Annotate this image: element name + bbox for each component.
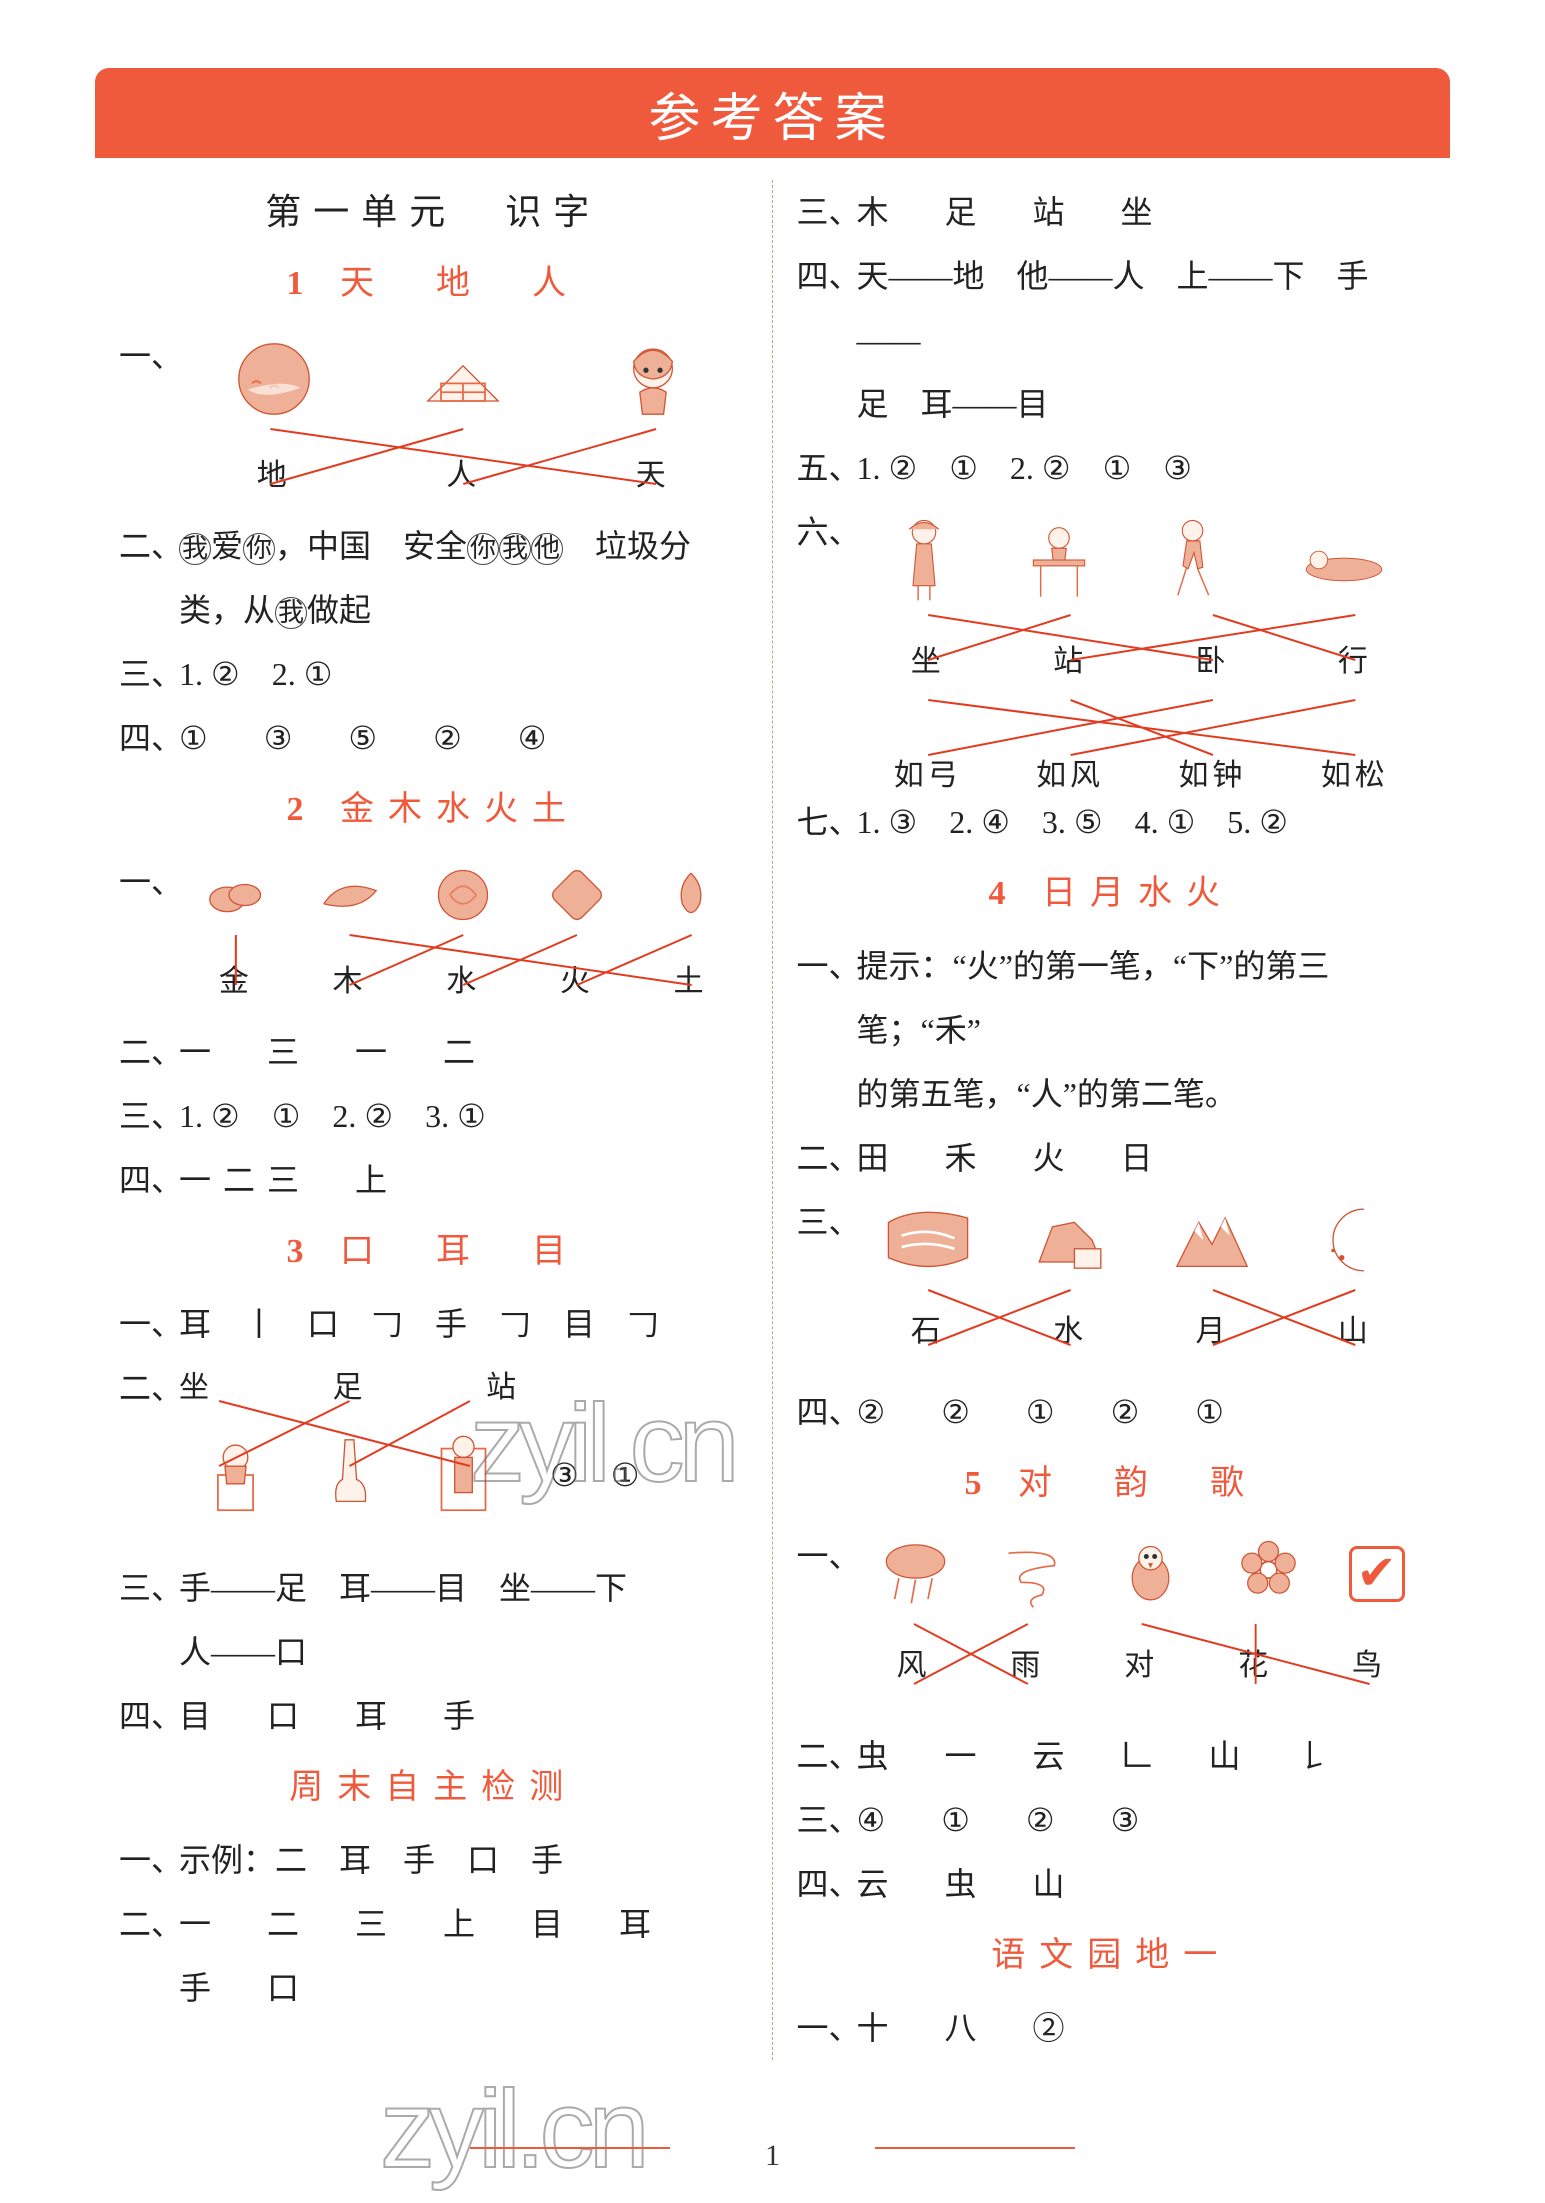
l5-q2: 二、虫 一 云 𠃊 山 𠄌 — [797, 1724, 1427, 1788]
l1-q1-lbl-2: 天 — [636, 444, 670, 508]
desk-sit-icon — [1014, 515, 1104, 605]
river-icon — [883, 1195, 973, 1285]
flower-icon — [1231, 1534, 1306, 1614]
wood-icon — [315, 860, 385, 930]
l2-q1: 一、 金 木 水 火 土 — [119, 850, 748, 1020]
page-number: 1 — [0, 2139, 1545, 2173]
l1-q1: 一、 地 人 天 — [119, 324, 748, 514]
tornado-icon — [996, 1534, 1071, 1614]
label-q1: 一、 — [119, 324, 179, 388]
lesson4-title: 4 日月水火 — [797, 862, 1427, 926]
l2-q2: 二、一 三 一 二 — [119, 1020, 748, 1084]
l1-q1-diagram: 地 人 天 — [179, 324, 748, 514]
left-column: 第一单元 识字 1 天 地 人 一、 — [95, 180, 773, 2060]
l4-q3-diagram: 石 水 月 山 — [857, 1190, 1427, 1380]
foot-icon — [312, 1428, 387, 1523]
r-q5: 五、1. ② ① 2. ② ① ③ — [797, 436, 1427, 500]
fire-icon — [542, 860, 612, 930]
l4-q3: 三、 石 水 月 山 — [797, 1190, 1427, 1380]
circled-wo: 我 — [179, 533, 211, 565]
l2-q3: 三、1. ② ① 2. ② 3. ① — [119, 1084, 748, 1148]
wk-q2: 二、一 二 三 上 目 耳 手 口 — [119, 1892, 748, 2020]
l3-q3: 三、 手——足 耳——目 坐——下 人——口 — [119, 1556, 748, 1684]
weekend-title: 周末自主检测 — [119, 1756, 748, 1820]
l3-q1: 一、耳 丨 口 𠃌 手 𠃌 目 𠃌 — [119, 1292, 748, 1356]
l3-q4: 四、目 口 耳 手 — [119, 1684, 748, 1748]
rock-icon — [1025, 1195, 1115, 1285]
l5-q1: 一、 ✔ 风 雨 对 花 鸟 — [797, 1524, 1427, 1724]
unit-title: 第一单元 识字 — [119, 180, 748, 244]
l4-q1: 一、 提示：“火”的第一笔，“下”的第三笔；“禾” 的第五笔，“人”的第二笔。 — [797, 934, 1427, 1126]
walk-icon — [1149, 515, 1239, 605]
yuwen-title: 语文园地一 — [797, 1924, 1427, 1988]
field-icon — [418, 334, 508, 424]
girl-icon — [608, 334, 698, 424]
l1-q2: 二、 我爱你，中国 安全你我他 垃圾分 类，从我做起 — [119, 514, 748, 642]
page-title: 参考答案 — [648, 76, 896, 151]
r-q6: 六、 坐 站 卧 行 如弓 如风 如钟 如松 — [797, 500, 1427, 790]
l1-q1-lbl-1: 人 — [446, 444, 480, 508]
sit-figure-icon — [198, 1428, 273, 1523]
lie-icon — [1284, 515, 1404, 605]
l5-q1-diagram: ✔ 风 雨 对 花 鸟 — [857, 1524, 1427, 1724]
lesson1-title: 1 天 地 人 — [119, 252, 748, 316]
girl-stand-icon — [879, 515, 969, 605]
earth-icon — [656, 860, 726, 930]
r-q3: 三、木 足 站 坐 — [797, 180, 1427, 244]
header-bar: 参考答案 — [95, 68, 1450, 158]
l1-q4: 四、① ③ ⑤ ② ④ — [119, 706, 748, 770]
watermark-mid: zyil.cn — [470, 1380, 734, 1507]
l5-q3: 三、④ ① ② ③ — [797, 1788, 1427, 1852]
l2-q1-diagram: 金 木 水 火 土 — [179, 850, 748, 1020]
content-columns: 第一单元 识字 1 天 地 人 一、 — [95, 180, 1450, 2060]
lesson2-title: 2 金木水火土 — [119, 778, 748, 842]
yw-q1: 一、十 八 ② — [797, 1996, 1427, 2060]
bird-icon — [1113, 1534, 1188, 1614]
wk-q1: 一、示例：二 耳 手 口 手 — [119, 1828, 748, 1892]
l1-q1-icons — [179, 324, 748, 434]
l2-q4: 四、一二三 上 — [119, 1148, 748, 1212]
right-column: 三、木 足 站 坐 四、 天——地 他——人 上——下 手—— 足 耳——目 五… — [773, 180, 1451, 2060]
sun-icon — [229, 334, 319, 424]
watermark-bot: zyil.cn — [380, 2066, 644, 2193]
circled-ni: 你 — [243, 533, 275, 565]
lesson1-text: 天 地 人 — [340, 265, 580, 302]
r-q4: 四、 天——地 他——人 上——下 手—— 足 耳——目 — [797, 244, 1427, 436]
l4-q4: 四、② ② ① ② ① — [797, 1380, 1427, 1444]
rain-icon — [878, 1534, 953, 1614]
moon-icon — [1310, 1195, 1400, 1285]
l5-q4: 四、云 虫 山 — [797, 1852, 1427, 1916]
lesson5-title: 5 对 韵 歌 — [797, 1452, 1427, 1516]
l1-q1-lbl-0: 地 — [257, 444, 291, 508]
lesson1-num: 1 — [287, 265, 318, 302]
l1-q3: 三、1. ② 2. ① — [119, 642, 748, 706]
mountain-icon — [1167, 1195, 1257, 1285]
water-icon — [428, 860, 498, 930]
gold-icon — [201, 860, 271, 930]
lesson3-title: 3 口 耳 目 — [119, 1220, 748, 1284]
l1-q2-body: 我爱你，中国 安全你我他 垃圾分 类，从我做起 — [179, 514, 748, 642]
l1-q1-labels: 地 人 天 — [179, 444, 748, 508]
r-q6-diagram: 坐 站 卧 行 如弓 如风 如钟 如松 — [857, 500, 1427, 790]
l4-q2: 二、田 禾 火 日 — [797, 1126, 1427, 1190]
check-icon: ✔ — [1349, 1546, 1405, 1602]
